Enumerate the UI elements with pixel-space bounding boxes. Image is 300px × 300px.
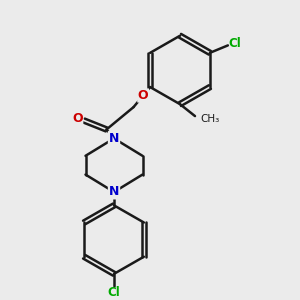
Text: Cl: Cl — [108, 286, 120, 299]
Text: Cl: Cl — [228, 37, 241, 50]
Text: O: O — [138, 89, 148, 102]
Text: CH₃: CH₃ — [200, 114, 220, 124]
Text: N: N — [109, 132, 119, 145]
Text: O: O — [72, 112, 83, 125]
Text: N: N — [109, 185, 119, 199]
